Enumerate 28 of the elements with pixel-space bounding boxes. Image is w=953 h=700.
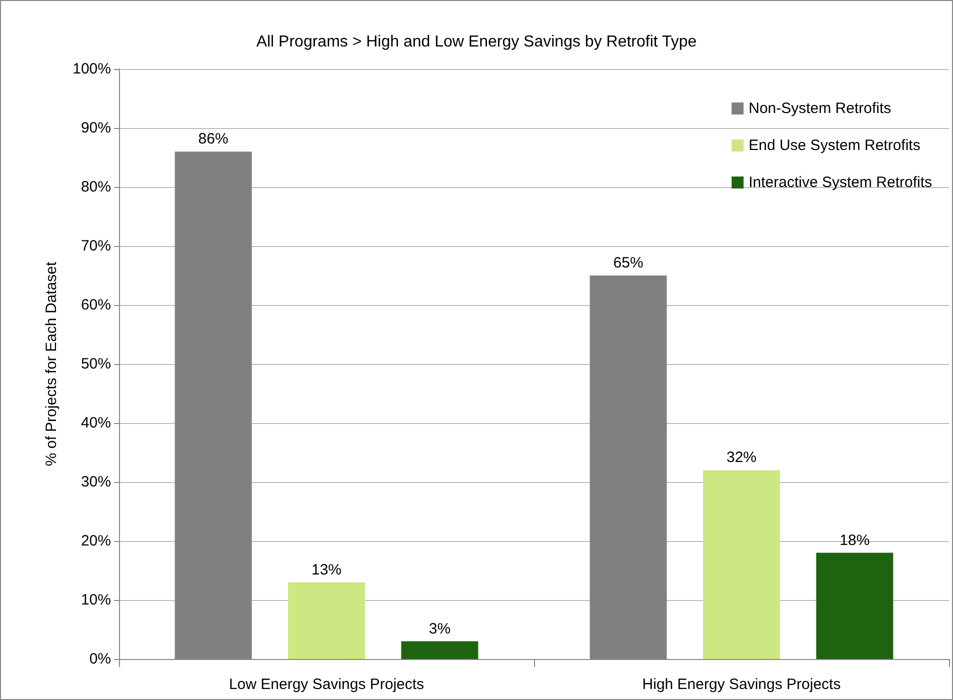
y-axis-title: % of Projects for Each Dataset (43, 261, 60, 466)
y-tick-label: 60% (80, 296, 111, 314)
data-label: 86% (198, 130, 228, 148)
y-tick-label: 100% (72, 60, 111, 78)
x-tick-label: High Energy Savings Projects (642, 676, 841, 693)
bar (288, 582, 365, 659)
y-tick-label: 90% (80, 120, 111, 136)
bar (816, 552, 894, 659)
y-tick-label: 20% (80, 532, 111, 550)
data-label: 18% (840, 532, 870, 549)
x-tick-label: Low Energy Savings Projects (228, 676, 424, 693)
y-tick-label: 80% (80, 178, 111, 196)
data-label: 65% (613, 254, 644, 272)
data-label: 13% (311, 561, 342, 578)
legend-label: Non-System Retrofits (748, 100, 892, 117)
chart-title: All Programs > High and Low Energy Savings by Retrofit Type (256, 34, 697, 50)
y-tick-label: 10% (80, 592, 111, 608)
legend-label: End Use System Retrofits (748, 137, 920, 154)
data-label: 32% (726, 449, 757, 466)
y-tick-label: 0% (89, 650, 111, 668)
y-tick-label: 50% (80, 356, 111, 372)
legend-label: Interactive System Retrofits (748, 174, 932, 191)
bar (401, 641, 478, 659)
y-tick-label: 30% (80, 474, 111, 490)
y-tick-label: 40% (80, 414, 111, 432)
data-label: 3% (428, 620, 451, 638)
bar (703, 470, 780, 659)
y-tick-label: 70% (80, 238, 111, 254)
